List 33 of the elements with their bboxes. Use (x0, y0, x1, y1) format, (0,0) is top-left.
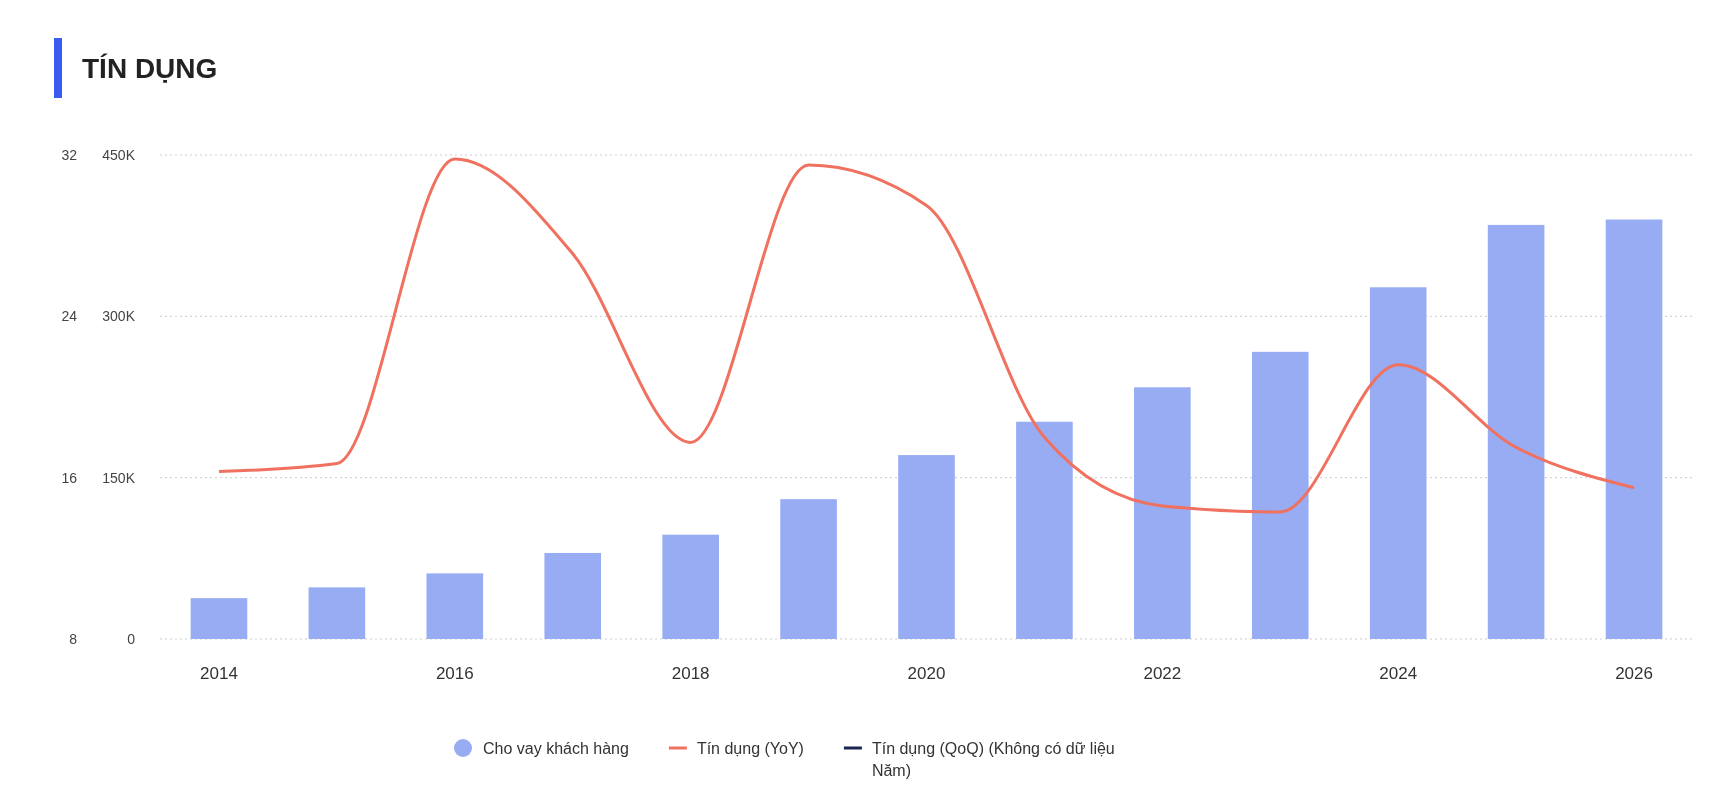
bar (898, 455, 955, 639)
y-tick-label: 0 (127, 630, 136, 647)
bar (426, 573, 484, 639)
legend-label: Tín dụng (QoQ) (Không có dữ liệu Năm) (871, 740, 1115, 779)
x-tick-label: 2020 (907, 664, 946, 684)
bar (1487, 224, 1545, 639)
bar (544, 552, 602, 639)
x-tick-label: 2026 (1615, 664, 1653, 684)
y-tick-label: 300K (102, 308, 136, 325)
x-tick-label: 2018 (671, 664, 710, 684)
bar (308, 587, 366, 639)
x-tick-label: 2014 (200, 664, 238, 684)
x-tick-label: 2022 (1143, 664, 1182, 684)
y2-tick-label: 24 (61, 308, 78, 325)
bar (780, 499, 837, 639)
y2-tick-label: 8 (69, 630, 78, 647)
x-tick-label: 2016 (435, 664, 474, 684)
legend-label: Tín dụng (YoY) (696, 740, 804, 757)
y2-tick-label: 16 (61, 469, 78, 486)
legend-label: Cho vay khách hàng (483, 740, 629, 757)
bar (190, 598, 248, 639)
bar (1134, 387, 1191, 639)
x-tick-label: 2024 (1379, 664, 1418, 684)
bar (662, 534, 719, 639)
bar (1605, 219, 1663, 639)
chart-title: TÍN DỤNG (82, 53, 218, 84)
y-tick-label: 450K (102, 146, 136, 163)
bar (1251, 351, 1309, 639)
bar (1369, 287, 1427, 639)
line-series (217, 157, 1636, 514)
y-tick-label: 150K (102, 469, 136, 486)
y2-tick-label: 32 (61, 146, 78, 163)
bar (1016, 421, 1073, 639)
